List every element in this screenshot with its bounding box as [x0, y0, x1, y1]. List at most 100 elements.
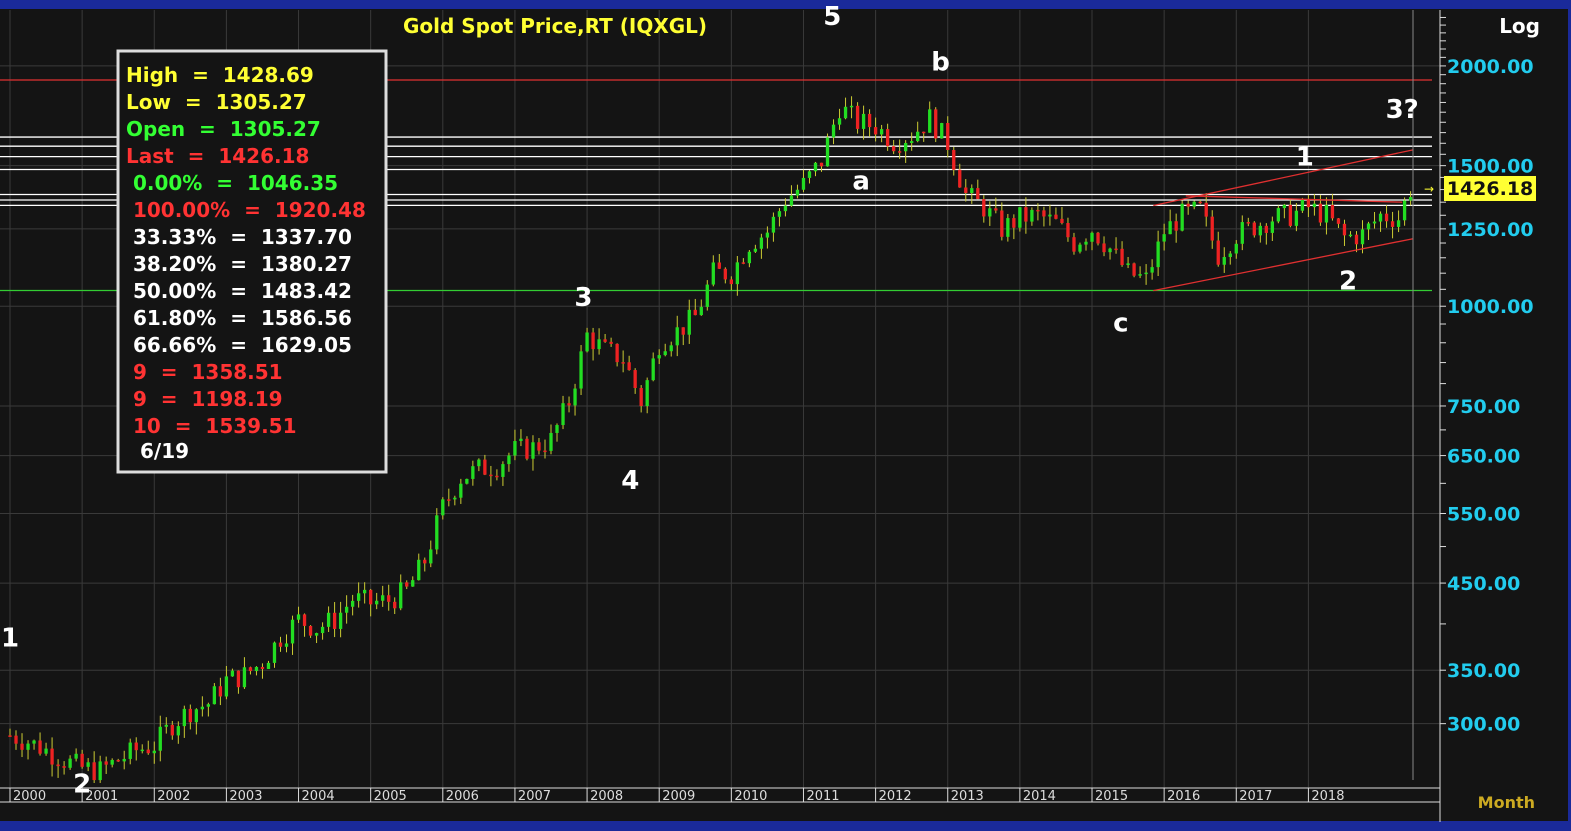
candle [1054, 214, 1058, 219]
candle [272, 642, 277, 663]
candle [1354, 234, 1359, 245]
candle [194, 709, 198, 723]
candle [1228, 253, 1232, 258]
candle [344, 606, 349, 613]
candle [326, 612, 331, 627]
wave-labels: 1 2 3 4 5 a b c 1 2 3? [1, 2, 1419, 799]
candle [603, 339, 607, 342]
info-box: High = 1428.69 Low = 1305.27 Open = 1305.2… [116, 49, 388, 474]
candle [278, 642, 283, 647]
candle [393, 601, 397, 609]
x-tick-label: 2016 [1167, 789, 1200, 804]
candle [1318, 203, 1323, 223]
candle [495, 475, 499, 478]
candle [795, 189, 800, 196]
info-row: 33.33% = 1337.70 [126, 225, 352, 249]
candle [230, 670, 235, 677]
info-row: Last = 1426.18 [126, 144, 309, 168]
candle [146, 749, 150, 754]
candle [543, 450, 547, 453]
candle [369, 589, 373, 605]
wave-label: 3? [1386, 95, 1419, 125]
candle [471, 466, 475, 479]
x-tick-label: 2003 [229, 789, 262, 804]
candle [435, 515, 439, 550]
candle [994, 208, 998, 211]
candle [1174, 221, 1178, 231]
candle [284, 643, 289, 647]
info-row: 61.80% = 1586.56 [126, 306, 352, 330]
x-tick-label: 2007 [518, 789, 551, 804]
candle [1018, 207, 1022, 228]
candle [513, 441, 517, 456]
info-row: 50.00% = 1483.42 [126, 279, 352, 303]
candle [182, 708, 186, 727]
info-row: 9 = 1198.19 [126, 387, 283, 411]
candle [531, 442, 535, 459]
y-tick-label: 650.00 [1447, 446, 1520, 468]
candle [116, 759, 120, 762]
candle [1336, 218, 1341, 224]
log-scale-label[interactable]: Log [1499, 14, 1540, 38]
candle [1132, 263, 1136, 276]
candle [970, 188, 974, 194]
wave-label: 1 [1, 623, 19, 653]
candle [873, 127, 878, 135]
x-tick-label: 2000 [13, 789, 46, 804]
candle [1234, 243, 1238, 254]
candle [1216, 240, 1220, 265]
y-tick-label: 750.00 [1447, 396, 1520, 418]
candle [453, 497, 457, 500]
y-tick-label: 1000.00 [1447, 296, 1534, 318]
candle [1102, 243, 1106, 253]
candle [1306, 199, 1311, 208]
candle [483, 459, 487, 475]
candle [38, 740, 42, 754]
candle [236, 670, 241, 688]
candle [1012, 218, 1016, 228]
candle [218, 686, 223, 697]
candle [1240, 222, 1244, 244]
candle [302, 614, 307, 626]
candle [699, 306, 703, 316]
candle [1048, 214, 1052, 217]
period-label[interactable]: Month [1478, 793, 1535, 812]
candle [585, 332, 589, 352]
candle [1180, 203, 1184, 231]
candle [1096, 232, 1100, 244]
candle [1366, 223, 1371, 230]
candle [128, 742, 132, 759]
candle [946, 123, 950, 150]
candle [916, 131, 920, 142]
chart-title: Gold Spot Price,RT (IQXGL) [403, 14, 707, 38]
last-price-arrow: → [1424, 182, 1434, 196]
wave-label: 4 [621, 466, 639, 496]
candle [1258, 225, 1262, 236]
candle [170, 724, 174, 736]
candle [723, 268, 727, 280]
candle [381, 595, 385, 601]
candle [134, 742, 138, 751]
candle [1090, 232, 1094, 242]
x-tick-label: 2015 [1095, 789, 1128, 804]
candle [964, 187, 968, 194]
candle [110, 759, 114, 765]
candle [615, 343, 619, 363]
candle [224, 676, 229, 697]
candle [669, 345, 673, 352]
candle [609, 341, 613, 344]
candle [537, 442, 541, 451]
candle [26, 743, 30, 750]
candle [308, 625, 313, 636]
info-row: 10 = 1539.51 [126, 414, 297, 438]
candle [86, 762, 90, 767]
candle [789, 195, 794, 206]
candle [867, 113, 872, 128]
info-box-frame [116, 49, 388, 474]
candle [837, 118, 842, 125]
candle [849, 105, 854, 108]
x-tick-label: 2010 [734, 789, 767, 804]
candle [375, 600, 379, 605]
candle [248, 667, 253, 672]
